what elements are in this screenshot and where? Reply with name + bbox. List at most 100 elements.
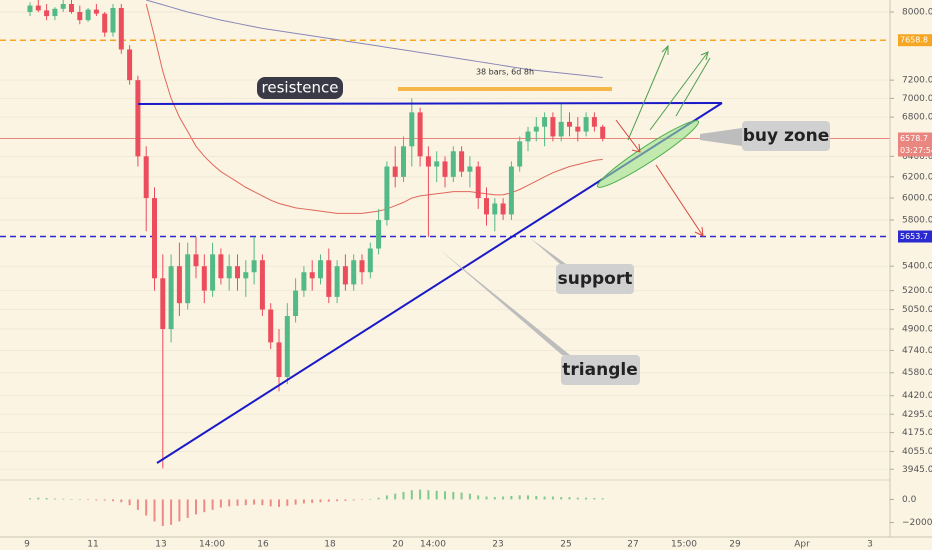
y-tick-label: 5800.0 bbox=[902, 215, 932, 225]
osc-bar bbox=[327, 499, 330, 502]
osc-bar bbox=[170, 499, 173, 525]
candle-body bbox=[102, 13, 108, 33]
label-box bbox=[742, 121, 830, 151]
candle-body bbox=[218, 254, 224, 279]
y-tick-label: 6400.0 bbox=[902, 152, 932, 162]
x-tick-label: 3 bbox=[867, 540, 873, 550]
candle-body bbox=[575, 126, 581, 132]
osc-bar bbox=[311, 499, 314, 503]
candle-body bbox=[401, 146, 406, 177]
candle-body bbox=[467, 166, 473, 172]
candle-body bbox=[135, 80, 141, 157]
resistance-line bbox=[137, 102, 723, 105]
osc-bar bbox=[211, 499, 214, 510]
y-tick-label: 4055.0 bbox=[902, 447, 932, 457]
y-tick-label: 7000.0 bbox=[902, 94, 932, 104]
x-tick-label: 16 bbox=[257, 540, 269, 550]
grid bbox=[0, 11, 890, 470]
annotation: triangle bbox=[562, 360, 637, 380]
candle-body bbox=[484, 198, 489, 215]
candle-body bbox=[110, 7, 116, 33]
osc-bar bbox=[535, 495, 538, 500]
candle-body bbox=[44, 10, 50, 17]
x-tick-label: 23 bbox=[492, 540, 503, 550]
osc-bar bbox=[551, 496, 554, 500]
candle-body bbox=[459, 151, 465, 172]
osc-bar bbox=[593, 498, 596, 500]
candle-body bbox=[392, 166, 398, 177]
candle-body bbox=[475, 166, 481, 199]
x-tick-label: 14:00 bbox=[199, 540, 225, 550]
osc-bar bbox=[136, 499, 139, 510]
osc-bar bbox=[112, 499, 114, 502]
annotation: 38 bars, 6d 8h bbox=[476, 68, 534, 77]
x-tick-label: 11 bbox=[87, 540, 98, 550]
osc-bar bbox=[385, 495, 388, 500]
osc-bar bbox=[518, 495, 521, 500]
osc-bar bbox=[153, 499, 156, 522]
candle-body bbox=[492, 203, 498, 215]
y-tick-label: 4740.0 bbox=[902, 346, 932, 356]
candle-body bbox=[85, 9, 91, 21]
osc-bar bbox=[78, 499, 81, 500]
osc-bar bbox=[128, 499, 131, 506]
osc-bar bbox=[485, 496, 488, 500]
candle-body bbox=[309, 272, 315, 279]
y-tick-label: 4420.0 bbox=[902, 391, 932, 401]
candle-body bbox=[27, 5, 33, 13]
price-label-box bbox=[898, 34, 932, 47]
candle-body bbox=[367, 248, 373, 273]
osc-bar bbox=[261, 499, 264, 506]
candle-body bbox=[284, 315, 290, 377]
candle-body bbox=[517, 141, 523, 167]
osc-bar bbox=[219, 499, 222, 508]
candle-body bbox=[276, 342, 282, 377]
osc-bar bbox=[361, 499, 363, 501]
candle-body bbox=[93, 9, 99, 14]
callout-pointer bbox=[700, 128, 742, 146]
candle-body bbox=[259, 260, 265, 310]
candle-body bbox=[118, 7, 124, 50]
osc-bar bbox=[62, 498, 65, 500]
x-tick-label: 9 bbox=[24, 540, 30, 550]
osc-bar bbox=[477, 495, 480, 500]
annotation: support bbox=[558, 269, 633, 289]
candle-body bbox=[318, 260, 323, 279]
price-label-box bbox=[898, 132, 932, 145]
candle-body bbox=[600, 126, 606, 139]
osc-bar bbox=[269, 499, 272, 507]
osc-bar bbox=[29, 498, 31, 500]
osc-bar bbox=[45, 498, 48, 500]
candle-body bbox=[251, 260, 257, 273]
x-tick-label: 20 bbox=[392, 540, 404, 550]
osc-bar bbox=[336, 499, 339, 502]
candle-body bbox=[35, 5, 41, 11]
y-tick-label: 4175.0 bbox=[902, 428, 932, 438]
osc-bar bbox=[510, 495, 513, 500]
osc-bar bbox=[70, 498, 73, 500]
osc-bar bbox=[344, 499, 347, 501]
osc-bar bbox=[186, 499, 189, 518]
osc-bar bbox=[410, 490, 413, 500]
candle-body bbox=[60, 3, 66, 9]
osc-bar bbox=[543, 496, 546, 500]
candle-body bbox=[326, 260, 332, 297]
drawings: resistence 38 bars, 6d 8h buy zone suppo… bbox=[137, 44, 830, 464]
candle-body bbox=[52, 8, 58, 17]
candle-body bbox=[176, 266, 182, 304]
osc-bar bbox=[278, 499, 280, 507]
osc-tick-label: −2000.0 bbox=[902, 518, 932, 528]
candle-body bbox=[500, 203, 506, 215]
candle-body bbox=[450, 151, 456, 177]
y-tick-label: 6200.0 bbox=[902, 172, 932, 182]
x-tick-label: 13 bbox=[155, 540, 166, 550]
x-tick-label: 25 bbox=[560, 540, 571, 550]
x-tick-label: 18 bbox=[324, 540, 336, 550]
x-tick-label: 27 bbox=[627, 540, 638, 550]
candle-body bbox=[152, 198, 157, 279]
y-tick-label: 7200.0 bbox=[902, 76, 932, 86]
osc-bar bbox=[435, 490, 438, 500]
label-box bbox=[561, 355, 640, 385]
osc-bar bbox=[468, 493, 471, 500]
osc-bar bbox=[402, 491, 405, 500]
